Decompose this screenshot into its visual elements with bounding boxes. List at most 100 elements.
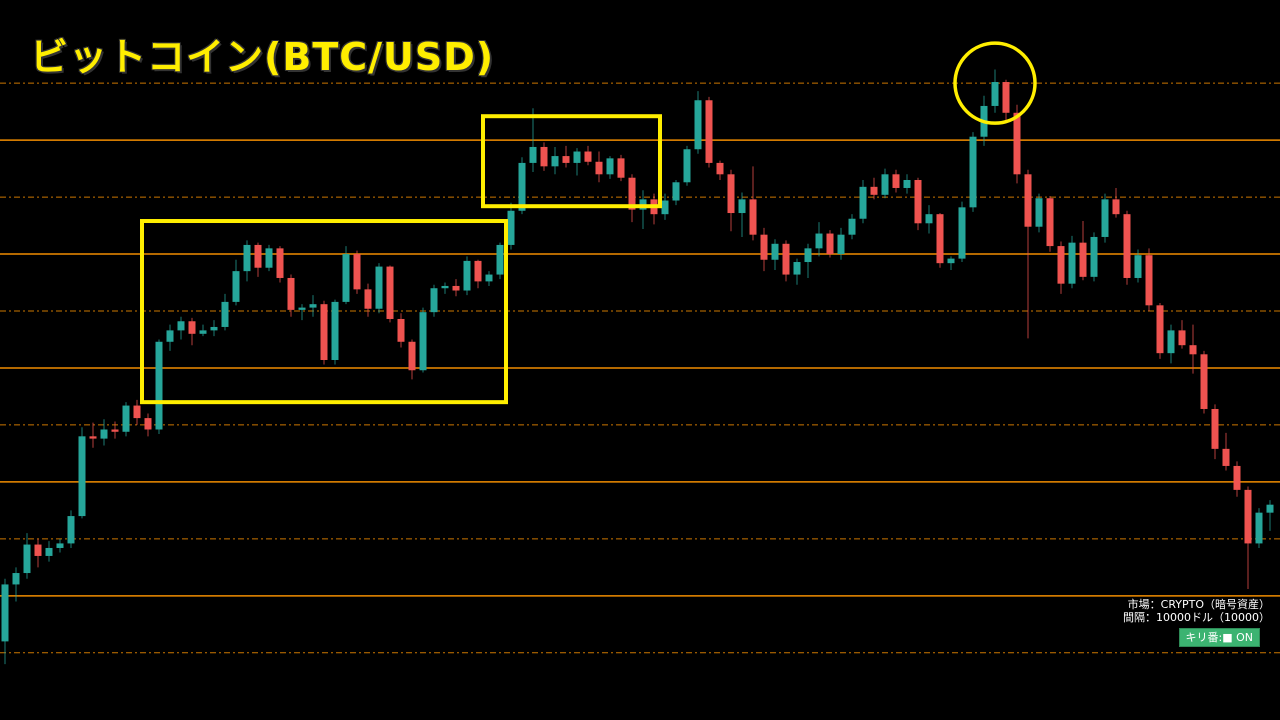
candle-body — [1079, 242, 1087, 277]
candle-body — [507, 210, 515, 245]
candle-down — [1112, 187, 1120, 218]
candle-up — [100, 419, 108, 446]
candle-body — [232, 271, 240, 302]
candle-body — [287, 277, 295, 310]
candle-body — [1024, 174, 1032, 227]
candle-up — [243, 240, 251, 282]
candle-body — [595, 161, 603, 175]
candle-down — [760, 227, 768, 272]
candle-up — [1266, 500, 1274, 531]
candle-down — [705, 96, 713, 168]
candle-body — [793, 262, 801, 275]
candle-up — [672, 180, 680, 206]
candle-down — [254, 242, 262, 277]
candle-body — [1211, 408, 1219, 449]
candle-body — [375, 266, 383, 309]
candle-up — [551, 146, 559, 175]
candle-body — [716, 162, 724, 175]
candle-body — [760, 234, 768, 260]
candle-down — [782, 240, 790, 282]
candle-body — [705, 100, 713, 163]
level-lines — [0, 82, 1280, 654]
candle-up — [738, 192, 746, 237]
candle-body — [925, 214, 933, 224]
candle-down — [111, 421, 119, 439]
candle-down — [540, 142, 548, 171]
candle-up — [177, 316, 185, 340]
candle-up — [991, 69, 999, 113]
candle-body — [837, 234, 845, 255]
market-label: 市場：CRYPTO（暗号資産） — [1127, 598, 1270, 611]
candle-down — [584, 145, 592, 166]
candle-body — [276, 248, 284, 278]
candle-body — [1046, 198, 1054, 247]
candle-up — [771, 239, 779, 270]
candle-body — [441, 285, 449, 289]
candle-up — [210, 320, 218, 337]
highlight-circle — [953, 41, 1037, 125]
candle-body — [1255, 512, 1263, 544]
candle-up — [903, 174, 911, 194]
candle-up — [573, 148, 581, 176]
candle-body — [331, 301, 339, 360]
candle-up — [848, 214, 856, 240]
candle-body — [100, 429, 108, 439]
candle-body — [1222, 448, 1230, 466]
candle-body — [1013, 112, 1021, 175]
candle-up — [1068, 235, 1076, 289]
candle-body — [826, 233, 834, 255]
candle-up — [925, 205, 933, 234]
candle-body — [1200, 354, 1208, 409]
interval-label: 間隔：10000ドル（10000） — [1123, 611, 1270, 624]
candle-up — [793, 258, 801, 285]
candle-body — [870, 186, 878, 195]
candle-body — [1112, 199, 1120, 215]
candle-body — [397, 318, 405, 342]
candle-body — [1123, 214, 1131, 278]
candle-body — [672, 182, 680, 201]
candle-down — [364, 283, 372, 317]
candle-body — [265, 248, 273, 268]
candle-up — [639, 190, 647, 229]
candle-body — [386, 266, 394, 319]
candle-up — [694, 91, 702, 154]
candle-body — [617, 158, 625, 178]
candle-up — [199, 324, 207, 337]
candle-body — [936, 214, 944, 264]
candle-body — [221, 301, 229, 327]
candle-down — [1024, 169, 1032, 339]
candle-body — [353, 254, 361, 290]
candle-body — [166, 330, 174, 342]
round-number-toggle[interactable]: キリ番:■ ON — [1178, 628, 1260, 647]
candle-down — [650, 193, 658, 225]
candle-up — [166, 324, 174, 351]
candles — [1, 69, 1274, 665]
candle-down — [1222, 432, 1230, 471]
candle-up — [1101, 193, 1109, 243]
candle-body — [122, 405, 130, 432]
candle-down — [1189, 324, 1197, 374]
candle-body — [67, 516, 75, 544]
candle-up — [265, 244, 273, 272]
candle-body — [892, 174, 900, 188]
candle-body — [991, 82, 999, 106]
candle-down — [133, 399, 141, 425]
candle-body — [89, 436, 97, 439]
candle-down — [1178, 320, 1186, 349]
candle-body — [804, 248, 812, 263]
candle-up — [45, 541, 53, 562]
candle-body — [408, 341, 416, 371]
candle-down — [595, 151, 603, 183]
candle-body — [364, 289, 372, 309]
candle-up — [859, 180, 867, 224]
candle-up — [221, 293, 229, 331]
candle-down — [826, 230, 834, 258]
candle-body — [815, 233, 823, 249]
candle-up — [837, 227, 845, 260]
candle-up — [1255, 508, 1263, 548]
candle-up — [441, 282, 449, 294]
candle-down — [727, 169, 735, 232]
candle-body — [903, 180, 911, 188]
candle-up — [430, 284, 438, 317]
candle-body — [584, 151, 592, 162]
